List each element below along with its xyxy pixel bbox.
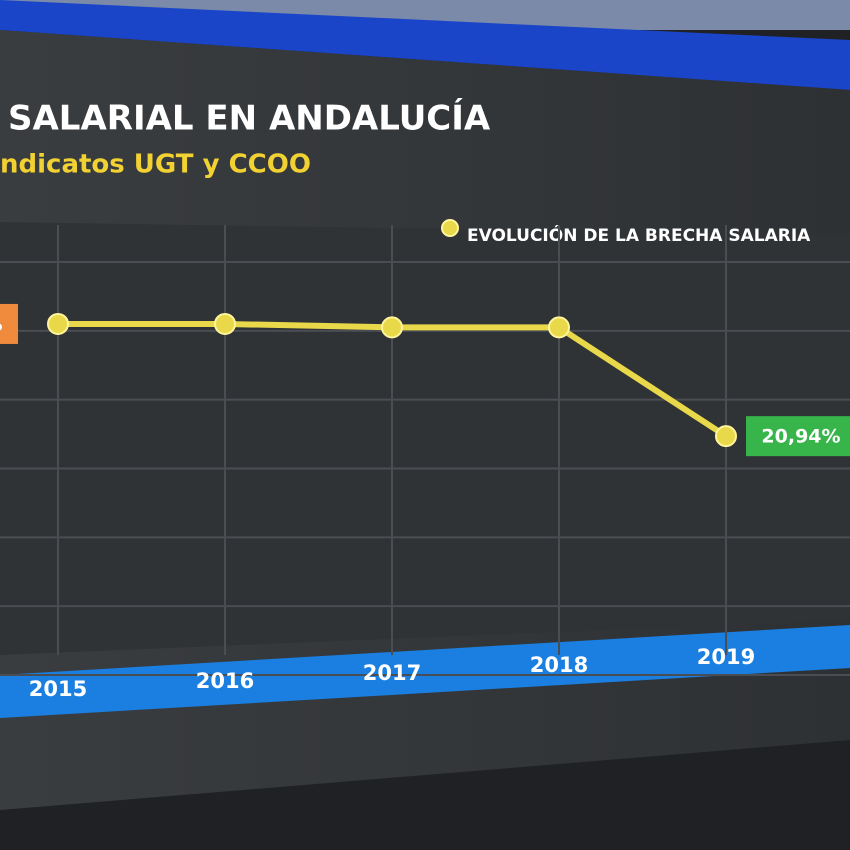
top-band <box>0 0 850 90</box>
point <box>381 316 403 339</box>
value-label-box <box>0 303 18 344</box>
legend-marker <box>441 219 459 237</box>
point <box>548 316 570 339</box>
x-tick-label: 2015 <box>29 677 87 701</box>
point <box>47 312 69 335</box>
x-tick-label: 2016 <box>196 669 254 693</box>
chart-subtitle: ndicatos UGT y CCOO <box>0 150 311 180</box>
chart-title: SALARIAL EN ANDALUCÍA <box>8 98 491 139</box>
x-tick-label: 2017 <box>363 661 421 685</box>
value-label: 20,94% <box>761 426 840 448</box>
x-axis-band <box>0 625 850 718</box>
value-label-box <box>746 416 850 457</box>
x-tick-label: 2018 <box>530 653 588 677</box>
value-label: 24,20% <box>0 313 3 335</box>
point <box>214 312 236 335</box>
legend-label: EVOLUCIÓN DE LA BRECHA SALARIA <box>467 224 811 246</box>
point <box>715 425 737 448</box>
x-tick-label: 2019 <box>697 645 755 669</box>
